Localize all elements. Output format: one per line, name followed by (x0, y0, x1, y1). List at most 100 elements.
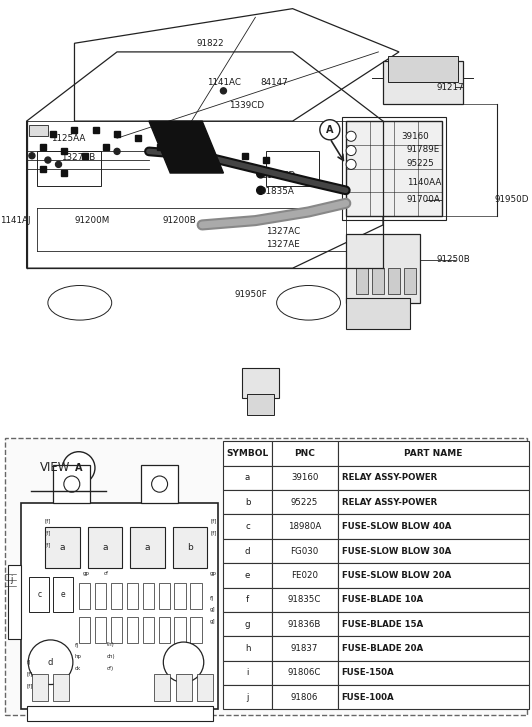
Text: A: A (75, 463, 82, 473)
Text: e: e (61, 590, 65, 599)
Bar (383, 60, 463, 104)
Ellipse shape (48, 286, 112, 320)
Bar (337, 612, 529, 636)
Bar (346, 233, 420, 302)
Bar (50, 131, 56, 137)
Text: 1141AC: 1141AC (207, 78, 242, 87)
Bar (272, 466, 337, 490)
Text: [f]: [f] (210, 530, 217, 535)
Bar (82, 153, 88, 158)
Polygon shape (149, 121, 223, 173)
Text: j: j (11, 575, 13, 585)
Bar (29, 577, 49, 612)
Text: h: h (245, 644, 251, 653)
Bar (79, 583, 90, 609)
Bar (159, 583, 170, 609)
Text: 39160: 39160 (291, 473, 318, 483)
Bar (346, 299, 410, 329)
Bar (266, 151, 319, 186)
Circle shape (55, 161, 62, 167)
Text: j: j (246, 693, 249, 702)
Bar (8, 565, 21, 639)
Text: 1327AB: 1327AB (61, 153, 95, 162)
Text: PNC: PNC (294, 449, 315, 458)
Text: gp: gp (210, 571, 217, 577)
Text: c: c (37, 590, 41, 599)
Text: g]: g] (210, 607, 216, 611)
Bar (272, 612, 337, 636)
Text: [f]: [f] (44, 542, 51, 547)
Text: g]: g] (210, 619, 216, 624)
Text: b: b (187, 543, 193, 552)
Text: FUSE-SLOW BLOW 20A: FUSE-SLOW BLOW 20A (342, 571, 451, 580)
Circle shape (320, 120, 340, 140)
Bar (190, 583, 202, 609)
Bar (173, 527, 207, 568)
Bar (88, 527, 122, 568)
Text: 91806C: 91806C (288, 668, 321, 678)
Text: SYMBOL: SYMBOL (227, 449, 269, 458)
Bar (61, 148, 67, 154)
Text: [f]: [f] (27, 683, 33, 688)
Bar (223, 490, 272, 515)
Bar (388, 56, 458, 82)
Text: f]: f] (27, 659, 31, 664)
Text: 1339CD: 1339CD (229, 102, 264, 111)
Ellipse shape (277, 286, 340, 320)
Bar (21, 503, 218, 710)
Bar (272, 636, 337, 661)
Text: [f]: [f] (210, 518, 217, 523)
Text: 84147: 84147 (261, 78, 288, 87)
Text: f]: f] (210, 595, 214, 600)
Text: [f]: [f] (27, 672, 33, 677)
Text: a: a (145, 543, 151, 552)
Bar (223, 441, 272, 466)
Bar (272, 685, 337, 710)
Bar (154, 674, 170, 701)
Text: 91250B: 91250B (436, 255, 470, 264)
Text: ch): ch) (106, 654, 115, 659)
Circle shape (29, 153, 35, 158)
Text: i: i (246, 668, 249, 678)
Bar (174, 616, 186, 643)
Ellipse shape (152, 476, 168, 492)
Text: a: a (60, 543, 65, 552)
FancyBboxPatch shape (53, 465, 90, 503)
Bar (111, 583, 122, 609)
Circle shape (346, 132, 356, 141)
Bar (337, 661, 529, 685)
Bar (39, 166, 46, 172)
Text: FUSE-SLOW BLOW 40A: FUSE-SLOW BLOW 40A (342, 522, 451, 531)
Text: VIEW: VIEW (40, 462, 70, 475)
Text: 91700A: 91700A (407, 196, 441, 204)
Text: FG030: FG030 (290, 547, 319, 555)
Text: 95225: 95225 (291, 498, 318, 507)
Text: FUSE-100A: FUSE-100A (342, 693, 394, 702)
Bar (337, 490, 529, 515)
Text: FE020: FE020 (291, 571, 318, 580)
Circle shape (45, 157, 51, 163)
Bar (272, 661, 337, 685)
Bar (337, 636, 529, 661)
Text: 39160: 39160 (402, 132, 429, 141)
Bar (95, 616, 106, 643)
Bar (223, 636, 272, 661)
Bar (223, 466, 272, 490)
Bar (103, 144, 110, 150)
Bar (223, 539, 272, 563)
Bar (156, 144, 163, 150)
Bar (37, 151, 101, 186)
Circle shape (114, 148, 120, 154)
Bar (143, 583, 154, 609)
Bar (242, 368, 279, 398)
Text: d: d (48, 658, 53, 667)
Text: 1125AA: 1125AA (51, 134, 85, 143)
Text: 91200B: 91200B (162, 216, 196, 225)
Text: th): th) (106, 642, 114, 647)
Circle shape (256, 186, 265, 194)
Text: f: f (246, 595, 249, 604)
Bar (53, 577, 73, 612)
Text: a: a (102, 543, 108, 552)
Text: cf: cf (104, 571, 109, 577)
Bar (93, 126, 99, 133)
